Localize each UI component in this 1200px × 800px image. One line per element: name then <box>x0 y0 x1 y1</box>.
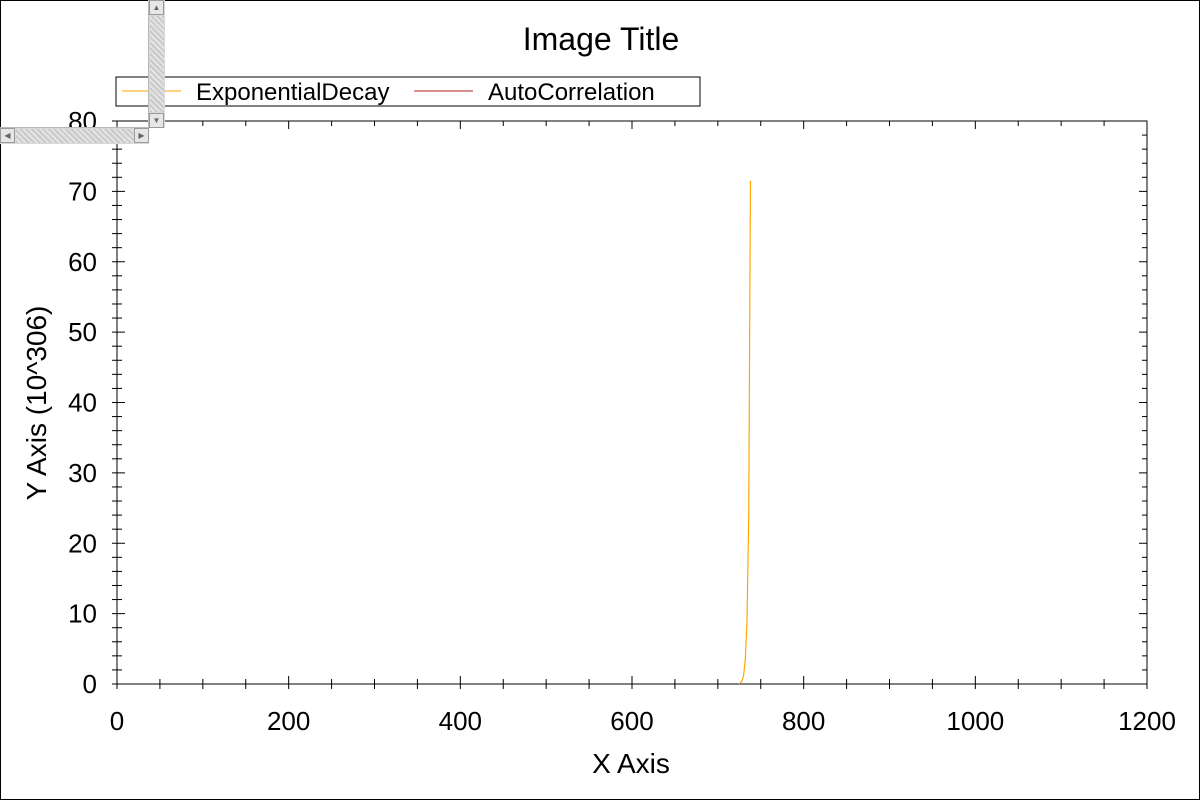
axis-ticks <box>112 120 1148 689</box>
plot-area <box>116 120 1148 685</box>
series-layer <box>738 180 752 685</box>
vertical-scroll-thumb[interactable] <box>150 16 164 112</box>
series-line-0 <box>738 180 752 685</box>
y-axis-label: Y Axis (10^306) <box>21 306 52 501</box>
y-tick-label: 20 <box>68 528 97 558</box>
y-tick-label: 10 <box>68 599 97 629</box>
scroll-down-arrow-icon[interactable]: ▼ <box>149 113 164 128</box>
y-tick-label: 60 <box>68 247 97 277</box>
y-tick-label: 50 <box>68 317 97 347</box>
legend-box <box>115 76 701 107</box>
x-axis-label: X Axis <box>592 748 670 779</box>
horizontal-scroll-thumb[interactable] <box>16 129 133 143</box>
y-tick-label: 0 <box>83 669 97 699</box>
scroll-up-arrow-icon[interactable]: ▲ <box>149 0 164 15</box>
y-tick-label: 30 <box>68 458 97 488</box>
y-tick-label: 70 <box>68 176 97 206</box>
x-tick-label: 0 <box>110 706 124 736</box>
chart-title: Image Title <box>523 21 680 57</box>
legend: ExponentialDecay AutoCorrelation <box>115 76 701 107</box>
y-tick-label: 40 <box>68 388 97 418</box>
x-tick-label: 1200 <box>1118 706 1176 736</box>
x-tick-label: 1000 <box>946 706 1004 736</box>
x-tick-label: 200 <box>267 706 310 736</box>
horizontal-scrollbar[interactable]: ◀ ▶ <box>0 127 149 144</box>
x-tick-label: 800 <box>782 706 825 736</box>
legend-entry-label: AutoCorrelation <box>488 79 655 106</box>
scroll-right-arrow-icon[interactable]: ▶ <box>134 128 149 143</box>
legend-entry-label: ExponentialDecay <box>196 79 389 106</box>
scroll-left-arrow-icon[interactable]: ◀ <box>0 128 15 143</box>
x-tick-label: 600 <box>610 706 653 736</box>
x-tick-label: 400 <box>439 706 482 736</box>
vertical-scrollbar[interactable]: ▲ ▼ <box>148 0 165 128</box>
